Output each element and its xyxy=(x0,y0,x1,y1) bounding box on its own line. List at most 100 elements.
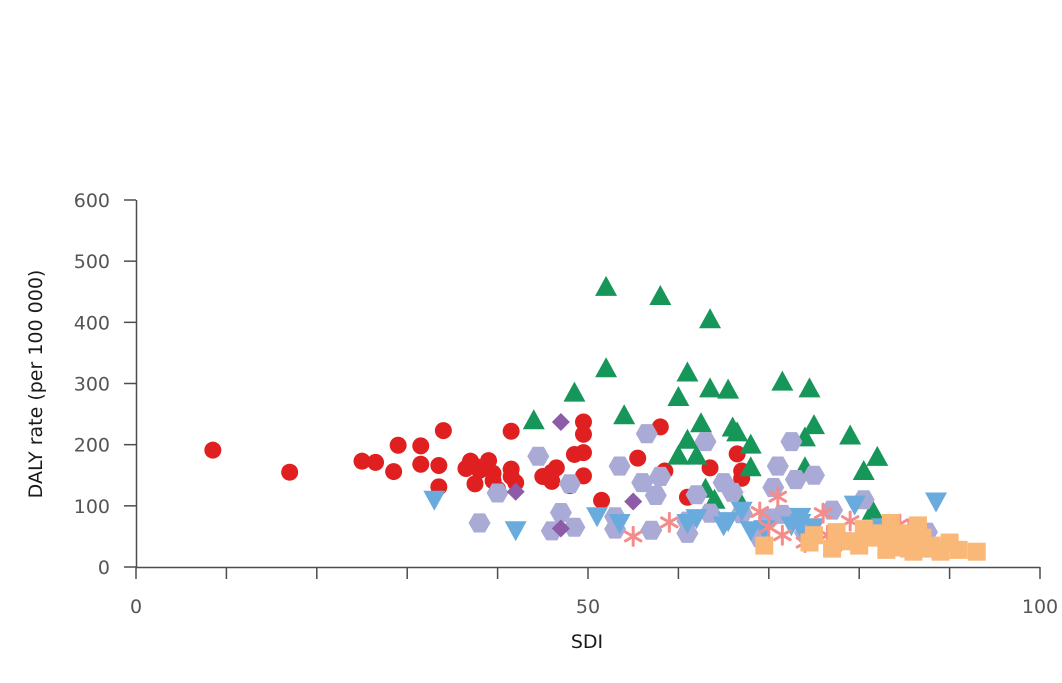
data-point-circle xyxy=(480,452,498,470)
data-point-hexagon xyxy=(803,465,825,485)
data-point-hexagon xyxy=(631,473,654,493)
data-point-diamond xyxy=(551,413,570,432)
data-point-circle xyxy=(353,452,371,470)
y-tick-label: 400 xyxy=(74,312,110,334)
data-point-triangle xyxy=(613,404,636,425)
data-point-square xyxy=(805,526,823,545)
y-tick-label: 300 xyxy=(74,374,110,396)
data-point-circle xyxy=(385,463,403,481)
y-tick-label: 100 xyxy=(74,496,110,518)
data-point-square xyxy=(949,540,968,559)
data-point-triangle xyxy=(739,456,762,477)
data-point-triangle xyxy=(699,377,722,398)
data-point-circle xyxy=(629,449,647,467)
data-point-hexagon xyxy=(468,513,491,533)
x-axis-title: SDI xyxy=(571,631,603,653)
data-point-triangle-down xyxy=(504,521,527,542)
data-point-circle xyxy=(502,422,520,440)
data-point-triangle xyxy=(739,433,762,454)
data-point-hexagon xyxy=(685,485,708,505)
data-point-asterisk xyxy=(750,501,770,523)
data-point-triangle-down xyxy=(608,513,631,534)
data-point-triangle xyxy=(676,428,699,449)
x-ticks: 0 50 100 xyxy=(130,567,1058,618)
data-point-triangle xyxy=(685,444,708,465)
data-point-circle xyxy=(204,441,222,459)
data-point-hexagon xyxy=(721,482,744,502)
data-point-triangle xyxy=(798,377,821,398)
data-point-circle xyxy=(574,467,592,485)
data-point-hexagon xyxy=(784,470,807,490)
data-point-triangle xyxy=(522,409,545,430)
data-point-hexagon xyxy=(644,485,667,505)
data-point-triangle-down xyxy=(586,507,609,528)
y-tick-label: 200 xyxy=(74,435,110,457)
data-point-hexagon xyxy=(640,520,663,540)
data-point-circle xyxy=(574,413,592,431)
data-point-hexagon xyxy=(780,432,803,452)
data-point-square xyxy=(859,528,878,547)
data-point-triangle-down xyxy=(717,512,740,533)
data-point-circle xyxy=(430,456,448,474)
data-point-circle xyxy=(547,459,565,477)
data-point-square xyxy=(755,536,774,555)
data-point-asterisk xyxy=(773,524,792,546)
data-point-triangle xyxy=(717,378,740,399)
data-point-triangle xyxy=(667,385,690,406)
data-point-hexagon xyxy=(766,456,789,476)
data-point-triangle-down xyxy=(685,509,708,530)
y-tick-label: 500 xyxy=(74,251,110,273)
data-point-circle xyxy=(574,425,592,443)
data-point-triangle-down xyxy=(730,501,753,522)
data-point-triangle xyxy=(676,361,699,382)
data-point-triangle xyxy=(803,414,825,435)
data-point-triangle-down xyxy=(843,495,866,516)
data-point-triangle-down xyxy=(423,490,446,511)
data-point-circle xyxy=(412,455,430,473)
data-point-circle xyxy=(281,463,299,481)
data-point-hexagon xyxy=(486,483,509,503)
data-point-circle xyxy=(507,474,525,492)
data-point-diamond xyxy=(506,482,525,501)
data-point-triangle xyxy=(699,308,722,329)
y-ticks: 0 100 200 300 400 500 600 xyxy=(74,190,136,579)
data-point-square xyxy=(967,542,986,561)
data-point-asterisk xyxy=(813,502,833,524)
data-point-square xyxy=(904,542,923,561)
data-point-circle xyxy=(543,472,561,490)
axes: 0 100 200 300 400 500 600 0 50 100 xyxy=(74,190,1058,618)
data-point-hexagon xyxy=(558,474,581,494)
data-point-square xyxy=(895,524,914,543)
y-axis-title: DALY rate (per 100 000) xyxy=(25,270,47,499)
data-point-square xyxy=(823,539,842,558)
x-tick-label: 100 xyxy=(1022,596,1058,618)
data-point-triangle xyxy=(595,275,618,296)
data-point-circle xyxy=(367,453,385,471)
data-point-circle xyxy=(728,445,746,463)
data-point-hexagon xyxy=(549,503,572,523)
data-point-triangle xyxy=(866,445,889,466)
y-tick-label: 0 xyxy=(98,557,110,579)
data-point-circle xyxy=(412,437,430,455)
data-point-triangle xyxy=(771,370,794,391)
data-point-circle xyxy=(574,444,592,462)
data-point-hexagon xyxy=(527,446,550,466)
data-point-triangle xyxy=(690,412,712,433)
data-point-diamond xyxy=(624,492,643,511)
data-point-triangle xyxy=(649,285,672,306)
data-point-asterisk xyxy=(768,486,788,508)
data-point-triangle xyxy=(595,357,618,378)
data-point-triangle xyxy=(839,424,862,445)
x-tick-label: 50 xyxy=(576,596,600,618)
data-point-hexagon xyxy=(635,424,658,444)
data-point-hexagon xyxy=(649,466,672,486)
data-point-hexagon xyxy=(563,517,586,537)
data-point-triangle xyxy=(861,499,884,520)
data-point-hexagon xyxy=(608,456,631,476)
data-point-circle xyxy=(434,422,452,440)
data-point-triangle-down xyxy=(925,492,948,513)
y-tick-label: 600 xyxy=(74,190,110,212)
data-point-square xyxy=(881,513,900,532)
data-points xyxy=(204,275,986,561)
